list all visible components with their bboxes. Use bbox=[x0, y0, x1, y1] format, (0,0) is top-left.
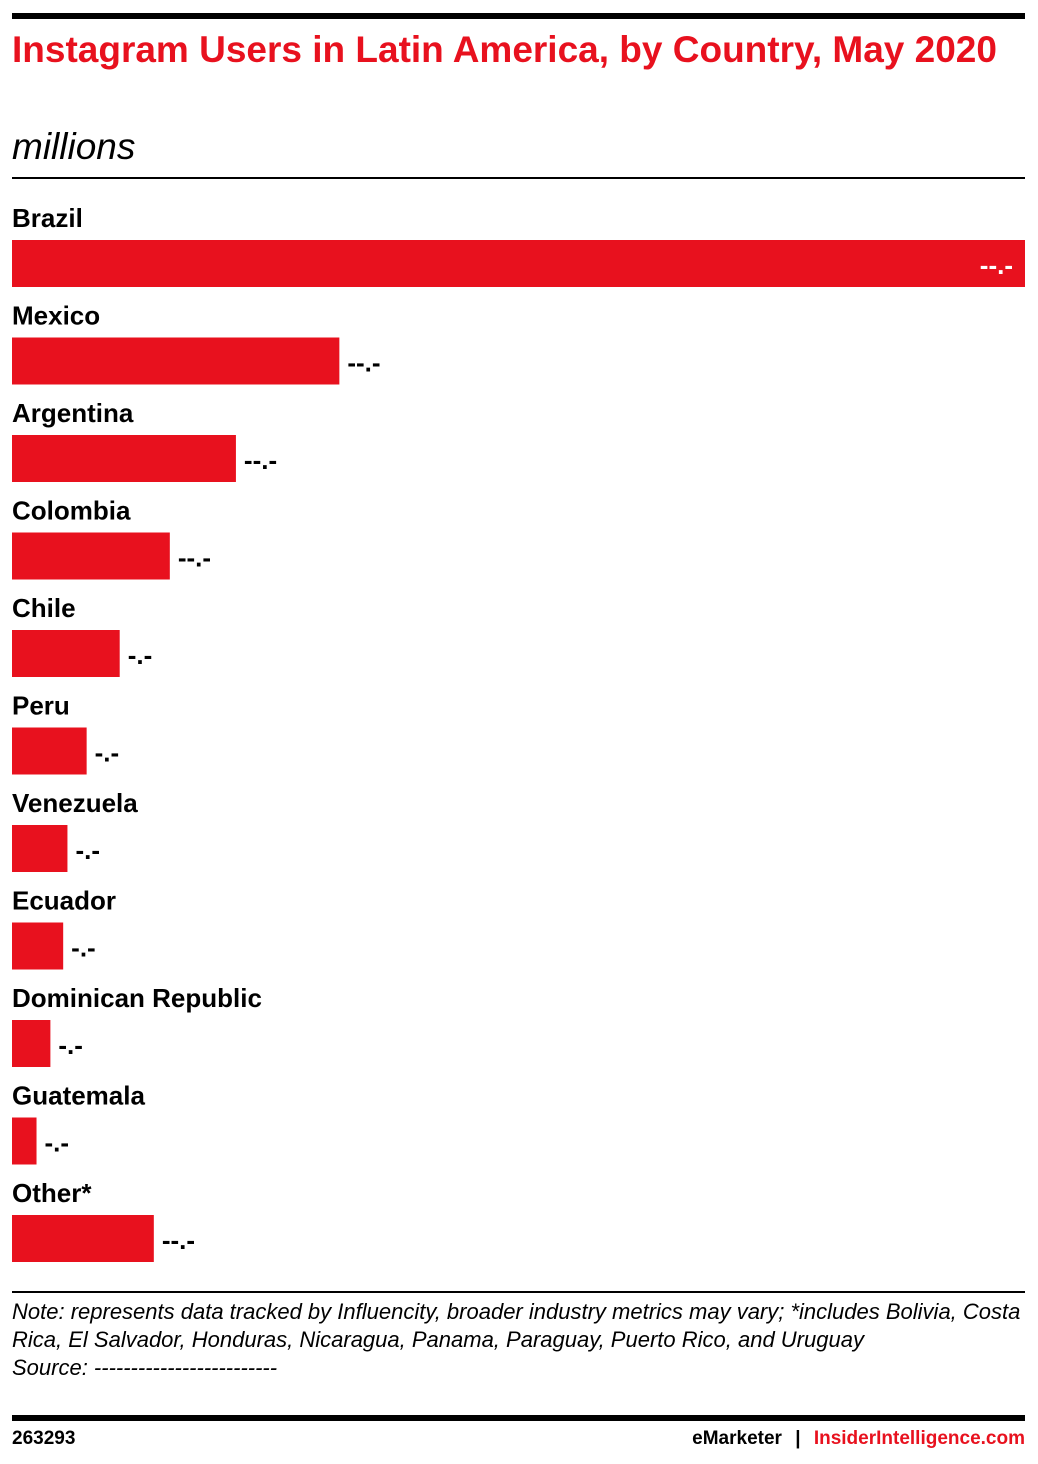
chart-subtitle: millions bbox=[12, 126, 136, 167]
category-label: Other* bbox=[12, 1178, 92, 1208]
category-label: Dominican Republic bbox=[12, 983, 262, 1013]
bar bbox=[12, 240, 1025, 287]
chart-title: Instagram Users in Latin America, by Cou… bbox=[12, 29, 997, 70]
category-label: Venezuela bbox=[12, 788, 138, 818]
note-rule bbox=[12, 1291, 1025, 1293]
value-label: -.- bbox=[95, 737, 120, 767]
separator: | bbox=[795, 1428, 801, 1449]
value-label: -.- bbox=[128, 640, 153, 670]
value-label: -.- bbox=[45, 1127, 70, 1157]
bar bbox=[12, 1020, 51, 1067]
bar bbox=[12, 532, 170, 580]
site: InsiderIntelligence.com bbox=[813, 1428, 1025, 1449]
chart-id: 263293 bbox=[12, 1428, 76, 1449]
value-label: -.- bbox=[58, 1030, 83, 1060]
bar bbox=[12, 435, 236, 482]
value-label: --.- bbox=[980, 250, 1013, 280]
category-label: Brazil bbox=[12, 203, 83, 233]
note: Note: represents data tracked by Influen… bbox=[12, 1299, 1021, 1352]
source: Source: ------------------------- bbox=[12, 1355, 278, 1380]
bar bbox=[12, 825, 68, 872]
value-label: --.- bbox=[347, 347, 380, 377]
value-label: -.- bbox=[75, 835, 100, 865]
header-rule bbox=[12, 177, 1025, 179]
value-label: -.- bbox=[71, 932, 96, 962]
value-label: --.- bbox=[162, 1225, 195, 1255]
category-label: Chile bbox=[12, 593, 76, 623]
bar bbox=[12, 337, 340, 385]
bar bbox=[12, 1117, 37, 1165]
bar bbox=[12, 1215, 154, 1262]
bar bbox=[12, 630, 120, 677]
category-label: Argentina bbox=[12, 398, 134, 428]
bar bbox=[12, 922, 64, 970]
top-rule bbox=[12, 13, 1025, 19]
category-label: Guatemala bbox=[12, 1080, 145, 1110]
category-label: Peru bbox=[12, 690, 70, 720]
value-label: --.- bbox=[178, 542, 211, 572]
value-label: --.- bbox=[244, 445, 277, 475]
bottom-rule bbox=[12, 1415, 1025, 1421]
category-label: Mexico bbox=[12, 300, 100, 330]
category-label: Colombia bbox=[12, 495, 131, 525]
chart: Brazil --.- Mexico --.- Argentina --.- Colombi… bbox=[12, 203, 1025, 1262]
credits: eMarketer | InsiderIntelligence.com bbox=[692, 1428, 1025, 1450]
bar bbox=[12, 727, 87, 775]
footer: 263293 eMarketer | InsiderIntelligence.c… bbox=[12, 1428, 1025, 1450]
note-block: Note: represents data tracked by Influen… bbox=[12, 1298, 1025, 1382]
brand: eMarketer bbox=[692, 1428, 782, 1449]
category-label: Ecuador bbox=[12, 885, 116, 915]
